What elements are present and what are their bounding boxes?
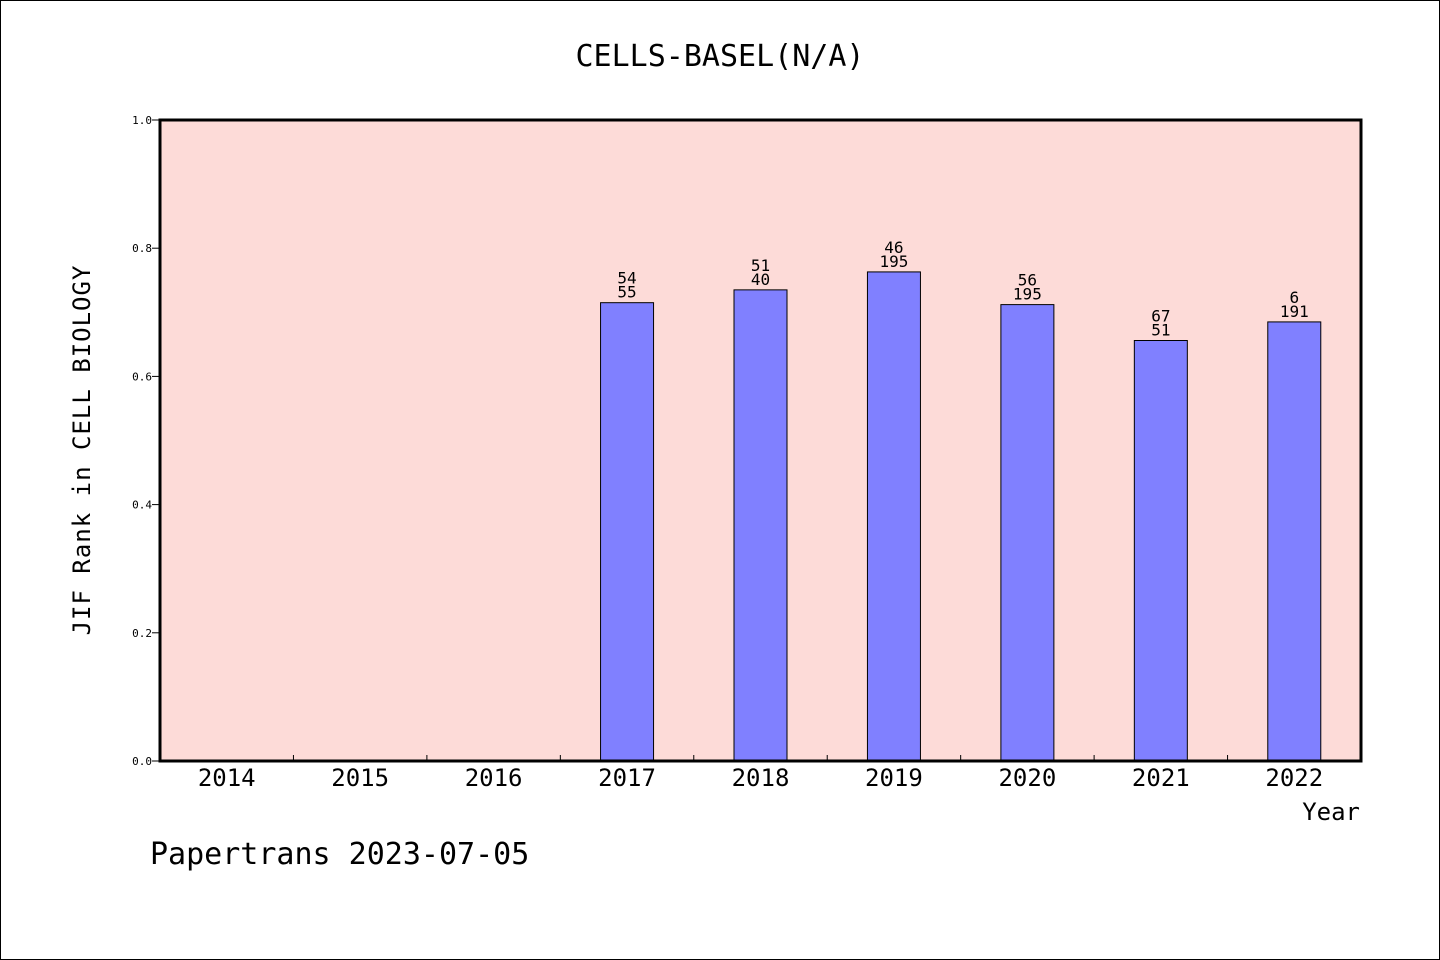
y-axis-label: JIF Rank in CELL BIOLOGY bbox=[68, 265, 96, 636]
y-tick-label: 0.4 bbox=[132, 499, 152, 512]
bar-2017 bbox=[600, 302, 655, 762]
data-label-top: 6 bbox=[1289, 288, 1299, 307]
data-label-bottom: 51 bbox=[1151, 321, 1170, 340]
plot-border bbox=[158, 118, 1363, 763]
y-tick-label: 0.0 bbox=[132, 755, 152, 768]
y-axis: 0.0 0.2 0.4 0.6 0.8 1.0 bbox=[132, 114, 160, 768]
data-label-top: 67 bbox=[1151, 307, 1170, 326]
data-label-bottom: 55 bbox=[617, 283, 636, 302]
y-tick-label: 0.8 bbox=[132, 242, 152, 255]
y-tick-label: 1.0 bbox=[132, 114, 152, 127]
chart-title: CELLS-BASEL(N/A) bbox=[576, 39, 865, 74]
x-tick-label: 2021 bbox=[1132, 764, 1190, 792]
data-label-bottom: 40 bbox=[751, 270, 770, 289]
bar-2022 bbox=[1267, 321, 1322, 762]
x-axis: 2014 2015 2016 2017 2018 2019 2020 2021 2022 bbox=[198, 755, 1323, 792]
data-label-bottom: 191 bbox=[1280, 302, 1309, 321]
x-tick-label: 2016 bbox=[465, 764, 523, 792]
bar-2020 bbox=[1000, 304, 1055, 762]
y-tick-label: 0.6 bbox=[132, 370, 152, 383]
bar-2019 bbox=[866, 271, 921, 762]
data-label-bottom: 195 bbox=[879, 252, 908, 271]
x-tick-label: 2017 bbox=[598, 764, 656, 792]
bar-2018 bbox=[733, 289, 788, 762]
bar-2021 bbox=[1133, 340, 1188, 762]
data-label-top: 54 bbox=[617, 269, 636, 288]
data-label-bottom: 195 bbox=[1013, 285, 1042, 304]
x-axis-label: Year bbox=[1302, 798, 1360, 826]
footer-text: Papertrans 2023-07-05 bbox=[150, 837, 529, 872]
data-label-top: 46 bbox=[884, 238, 903, 257]
x-tick-label: 2014 bbox=[198, 764, 256, 792]
data-label-top: 51 bbox=[751, 256, 770, 275]
x-tick-label: 2018 bbox=[732, 764, 790, 792]
y-tick-label: 0.2 bbox=[132, 627, 152, 640]
data-label-top: 56 bbox=[1018, 271, 1037, 290]
x-tick-label: 2015 bbox=[331, 764, 389, 792]
x-tick-label: 2019 bbox=[865, 764, 923, 792]
bars-layer bbox=[600, 271, 1322, 762]
x-tick-label: 2020 bbox=[998, 764, 1056, 792]
x-tick-label: 2022 bbox=[1265, 764, 1323, 792]
